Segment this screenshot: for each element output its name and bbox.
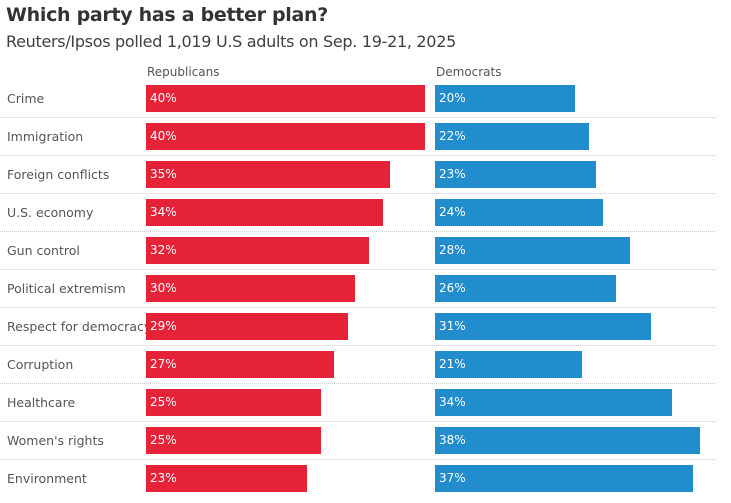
democrat-value-label: 24% [439, 205, 466, 219]
row-divider [0, 193, 715, 194]
row-divider [0, 421, 715, 422]
democrat-value-label: 22% [439, 129, 466, 143]
democrat-bar [435, 199, 603, 226]
republican-bar [146, 161, 391, 188]
chart-subtitle: Reuters/Ipsos polled 1,019 U.S adults on… [6, 32, 456, 51]
republican-value-label: 32% [150, 243, 177, 257]
republican-bar [146, 427, 321, 454]
republican-value-label: 25% [150, 395, 177, 409]
republican-value-label: 35% [150, 167, 177, 181]
democrat-value-label: 31% [439, 319, 466, 333]
chart-title: Which party has a better plan? [6, 4, 328, 26]
category-label: Corruption [7, 357, 74, 372]
republican-value-label: 40% [150, 129, 177, 143]
republican-bar [146, 123, 426, 150]
democrat-value-label: 37% [439, 471, 466, 485]
category-label: Crime [7, 91, 45, 106]
democrat-bar [435, 237, 631, 264]
category-label: Gun control [7, 243, 80, 258]
republican-value-label: 34% [150, 205, 177, 219]
row-divider [0, 269, 715, 270]
democrat-bar [435, 275, 617, 302]
category-label: Immigration [7, 129, 84, 144]
republican-bar [146, 465, 307, 492]
republican-bar [146, 275, 356, 302]
republican-bar [146, 85, 426, 112]
democrat-value-label: 26% [439, 281, 466, 295]
row-divider [0, 117, 715, 118]
republican-value-label: 23% [150, 471, 177, 485]
democrat-value-label: 21% [439, 357, 466, 371]
republican-value-label: 30% [150, 281, 177, 295]
democrat-value-label: 20% [439, 91, 466, 105]
category-label: Healthcare [7, 395, 76, 410]
democrat-bar [435, 427, 701, 454]
category-label: Women's rights [7, 433, 104, 448]
row-divider [0, 459, 715, 460]
democrat-bar [435, 161, 596, 188]
republican-value-label: 29% [150, 319, 177, 333]
democrat-bar [435, 465, 694, 492]
democrat-value-label: 34% [439, 395, 466, 409]
category-label: Foreign conflicts [7, 167, 110, 182]
republican-bar [146, 351, 335, 378]
row-divider [0, 307, 715, 308]
democrat-value-label: 38% [439, 433, 466, 447]
category-label: Respect for democracy [7, 319, 152, 334]
category-label: U.S. economy [7, 205, 94, 220]
republican-bar [146, 313, 349, 340]
republican-value-label: 40% [150, 91, 177, 105]
republican-bar [146, 199, 384, 226]
democrat-value-label: 23% [439, 167, 466, 181]
democrat-bar [435, 123, 589, 150]
row-divider [0, 231, 715, 232]
row-divider [0, 383, 715, 384]
republican-bar [146, 237, 370, 264]
republican-bar [146, 389, 321, 416]
democrat-bar [435, 389, 673, 416]
row-divider [0, 155, 715, 156]
column-header-democrats: Democrats [436, 65, 502, 79]
category-label: Political extremism [7, 281, 126, 296]
column-header-republicans: Republicans [147, 65, 220, 79]
republican-value-label: 27% [150, 357, 177, 371]
democrat-value-label: 28% [439, 243, 466, 257]
democrat-bar [435, 85, 575, 112]
republican-value-label: 25% [150, 433, 177, 447]
row-divider [0, 345, 715, 346]
democrat-bar [435, 313, 652, 340]
category-label: Environment [7, 471, 87, 486]
democrat-bar [435, 351, 582, 378]
